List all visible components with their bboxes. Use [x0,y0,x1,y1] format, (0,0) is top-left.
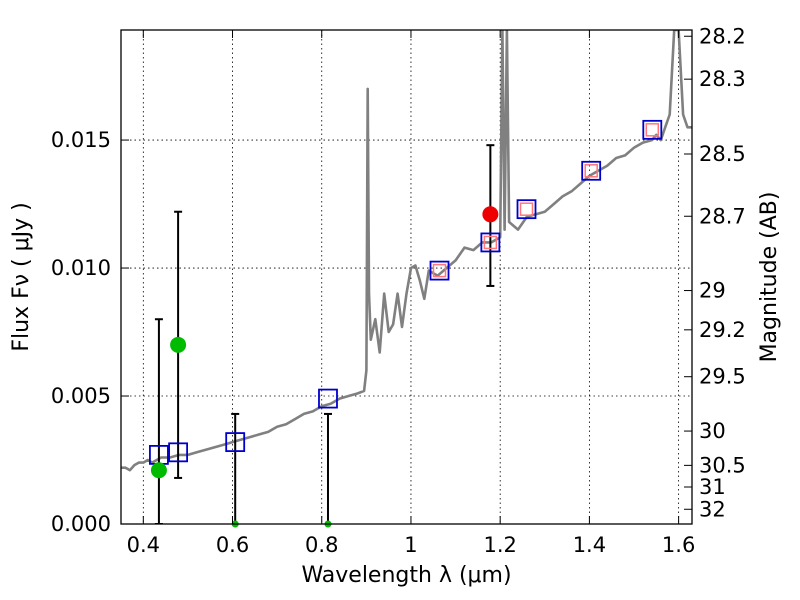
model-photometry-square [318,388,338,409]
model-photometry-square [168,442,189,463]
mag-tick-label: 28.2 [699,24,746,48]
marker-layer [149,119,663,528]
mag-tick-label: 29 [699,279,726,303]
model-photometry-square [642,119,663,140]
x-axis-label: Wavelength λ (μm) [301,563,511,588]
x-tick-label: 1.4 [573,533,606,557]
model-photometry-square [429,260,450,281]
y-axis-left: 0.000 0.005 0.010 0.015 [51,128,129,536]
y-tick-label: 0.010 [51,256,111,280]
mag-tick-label: 29.5 [699,365,746,389]
plot-frame [120,29,693,525]
x-tick-label: 1 [404,533,417,557]
mag-tick-label: 29.2 [699,318,746,342]
y-axis-label: Flux Fν ( μJy ) [9,202,34,351]
x-tick-label: 0.8 [305,533,338,557]
mag-tick-label: 30 [699,419,726,443]
x-tick-label: 1.6 [662,533,695,557]
y-tick-label: 0.015 [51,128,111,152]
model-photometry-square [225,432,246,452]
model-photometry-inner [432,263,447,278]
mag-tick-label: 28.3 [699,67,746,91]
observed-hst-point [170,336,187,353]
x-axis: 0.4 0.6 0.8 1 1.2 1.4 1.6 [127,30,695,557]
x-tick-label: 1.2 [483,533,516,557]
model-spectrum-line [121,30,692,472]
observed-hst-point [150,462,167,479]
mag-tick-label: 32 [699,497,726,521]
mag-tick-label: 31 [699,475,726,499]
observed-ir-point [482,206,499,223]
y-tick-label: 0.005 [51,384,111,408]
model-photometry-inner [519,202,534,216]
mag-tick-label: 28.7 [699,204,746,228]
model-photometry-inner [483,235,498,250]
model-photometry-inner [584,164,598,178]
errorbar-layer [154,144,495,524]
mag-tick-label: 30.5 [699,453,746,477]
y-axis-right-label: Magnitude (AB) [757,192,782,363]
mag-tick-label: 28.5 [699,142,746,166]
x-tick-label: 0.4 [127,533,160,557]
x-tick-label: 0.6 [216,533,249,557]
model-photometry-square [516,199,537,220]
model-spectrum-layer [121,30,692,472]
model-photometry-square [480,232,501,253]
model-photometry-square [581,160,602,181]
y-tick-label: 0.000 [51,512,111,536]
model-photometry-inner [645,123,660,137]
